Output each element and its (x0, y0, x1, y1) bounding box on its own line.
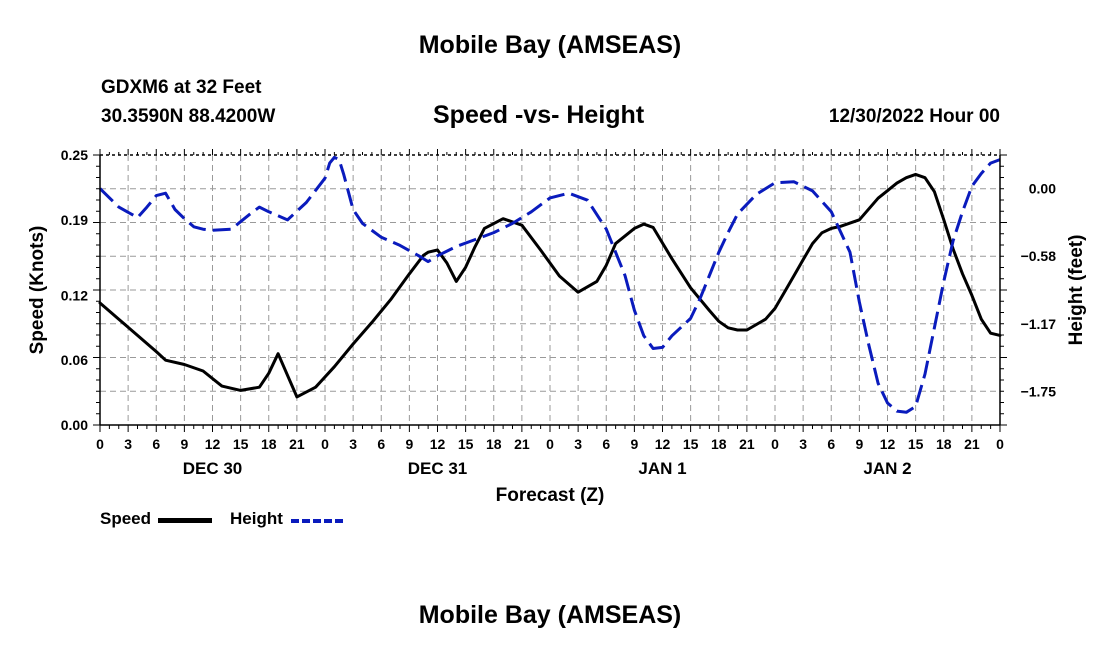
chart-title: Mobile Bay (AMSEAS) (418, 31, 682, 59)
y-left-tick-label: 0.25 (61, 147, 88, 163)
speed-series-line (98, 172, 1002, 399)
x-tick-label: 18 (261, 436, 277, 452)
chart-subtitle: Speed -vs- Height (433, 101, 645, 129)
x-tick-label: 6 (602, 436, 610, 452)
x-tick-label: 15 (683, 436, 699, 452)
x-tick-label: 15 (233, 436, 249, 452)
label-layer: 0 3 6 9 12 15 18 21 0 3 6 9 12 15 18 21 0 3 6 9 12 15 18 21 0 3 6 9… (27, 147, 1087, 506)
y-left-tick-label: 0.06 (61, 352, 88, 368)
x-tick-label: 12 (430, 436, 446, 452)
x-tick-label: 0 (96, 436, 104, 452)
x-tick-label: 12 (880, 436, 896, 452)
legend-speed-label: Speed (100, 509, 152, 528)
x-tick-label: 21 (289, 436, 305, 452)
day-label: JAN 1 (638, 459, 686, 478)
x-tick-label: 18 (936, 436, 952, 452)
x-axis-title: Forecast (Z) (496, 485, 605, 506)
x-tick-label: 6 (827, 436, 835, 452)
x-tick-label: 3 (574, 436, 582, 452)
x-tick-label: 0 (771, 436, 779, 452)
station-label: GDXM6 at 32 Feet (101, 77, 262, 98)
grid-layer (100, 155, 1000, 425)
x-tick-label: 21 (964, 436, 980, 452)
y-left-tick-label: 0.19 (61, 212, 88, 228)
legend-height-swatch (291, 519, 343, 523)
station-position: 30.3590N 88.4200W (101, 106, 276, 127)
run-time: 12/30/2022 Hour 00 (828, 106, 1000, 127)
x-tick-label: 21 (514, 436, 530, 452)
x-tick-label: 12 (655, 436, 671, 452)
x-tick-label: 3 (124, 436, 132, 452)
x-tick-label: 21 (739, 436, 755, 452)
x-tick-label: 9 (405, 436, 413, 452)
x-tick-label: 6 (377, 436, 385, 452)
y-left-tick-label: 0.12 (61, 287, 88, 303)
y-left-tick-label: 0.00 (61, 417, 88, 433)
axis-layer (93, 149, 1007, 432)
y-right-tick-label: 0.00 (1029, 181, 1056, 197)
x-tick-label: 3 (349, 436, 357, 452)
x-tick-label: 18 (711, 436, 727, 452)
x-tick-label: 0 (546, 436, 554, 452)
x-tick-label: 9 (855, 436, 863, 452)
x-tick-label: 0 (321, 436, 329, 452)
x-tick-label: 12 (205, 436, 221, 452)
y-right-tick-label: −1.75 (1021, 383, 1057, 399)
legend-height-label: Height (230, 509, 283, 528)
y-left-axis-title: Speed (Knots) (27, 226, 48, 355)
x-tick-label: 3 (799, 436, 807, 452)
footer-title: Mobile Bay (AMSEAS) (418, 601, 682, 629)
x-tick-label: 18 (486, 436, 502, 452)
legend-speed-swatch (158, 518, 212, 523)
height-series-line (98, 155, 1001, 414)
x-tick-label: 9 (180, 436, 188, 452)
y-right-tick-label: −1.17 (1021, 316, 1057, 332)
day-label: DEC 31 (408, 459, 468, 478)
x-tick-label: 9 (630, 436, 638, 452)
day-label: JAN 2 (863, 459, 911, 478)
series-layer (98, 155, 1002, 414)
x-tick-label: 15 (908, 436, 924, 452)
x-tick-label: 0 (996, 436, 1004, 452)
x-tick-label: 15 (458, 436, 474, 452)
y-right-tick-label: −0.58 (1021, 248, 1057, 264)
x-tick-label: 6 (152, 436, 160, 452)
y-right-axis-title: Height (feet) (1066, 235, 1087, 346)
day-label: DEC 30 (183, 459, 243, 478)
